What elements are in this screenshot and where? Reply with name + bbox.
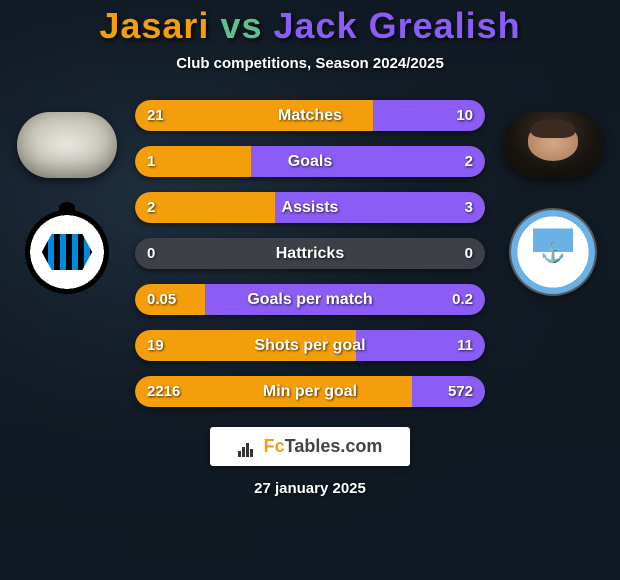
stat-label: Matches — [135, 107, 485, 125]
stat-row: 0.050.2Goals per match — [135, 284, 485, 315]
player1-club-logo — [25, 210, 109, 294]
title-player1: Jasari — [99, 5, 209, 46]
title-vs: vs — [220, 5, 262, 46]
stat-row: 2216572Min per goal — [135, 376, 485, 407]
brand-text: FcTables.com — [264, 436, 383, 457]
player1-photo — [17, 112, 117, 178]
stat-bars: 2110Matches 12Goals 23Assists 00Hattricks 0.… — [135, 100, 485, 407]
stat-label: Assists — [135, 199, 485, 217]
brand-fc: Fc — [264, 436, 285, 456]
date-label: 27 january 2025 — [254, 480, 366, 497]
main-row: 2110Matches 12Goals 23Assists 00Hattricks 0.… — [0, 100, 620, 407]
stat-row: 1911Shots per goal — [135, 330, 485, 361]
stat-row: 2110Matches — [135, 100, 485, 131]
stat-label: Goals — [135, 153, 485, 171]
stat-label: Hattricks — [135, 245, 485, 263]
brand-badge: FcTables.com — [210, 427, 411, 466]
left-side — [17, 100, 117, 294]
stat-label: Goals per match — [135, 291, 485, 309]
stat-label: Shots per goal — [135, 337, 485, 355]
player2-photo — [503, 112, 603, 178]
stat-row: 00Hattricks — [135, 238, 485, 269]
subtitle: Club competitions, Season 2024/2025 — [176, 55, 444, 72]
title-player2: Jack Grealish — [274, 5, 521, 46]
player2-club-logo — [511, 210, 595, 294]
stat-row: 23Assists — [135, 192, 485, 223]
content-wrapper: Jasari vs Jack Grealish Club competition… — [0, 0, 620, 580]
stat-row: 12Goals — [135, 146, 485, 177]
stat-label: Min per goal — [135, 383, 485, 401]
brand-chart-icon — [238, 437, 258, 457]
right-side — [503, 100, 603, 294]
brand-tables: Tables.com — [285, 436, 383, 456]
comparison-title: Jasari vs Jack Grealish — [99, 5, 520, 47]
